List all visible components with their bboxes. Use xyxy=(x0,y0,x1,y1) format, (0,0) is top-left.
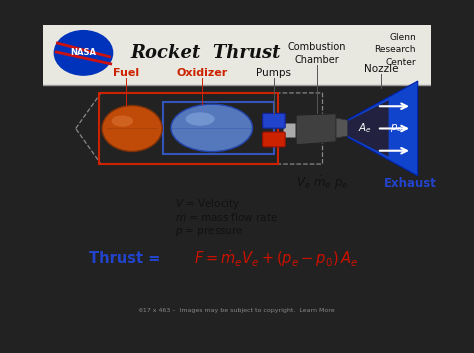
Text: $F = \dot{m}_e V_e + (p_e - p_0)\, A_e$: $F = \dot{m}_e V_e + (p_e - p_0)\, A_e$ xyxy=(194,249,358,269)
Text: Nozzle: Nozzle xyxy=(364,64,398,74)
Text: Combustion
Chamber: Combustion Chamber xyxy=(287,42,346,65)
Text: Thrust =: Thrust = xyxy=(89,251,166,267)
Text: $V_e\ \dot{m}_e\ p_e$: $V_e\ \dot{m}_e\ p_e$ xyxy=(296,175,348,192)
Polygon shape xyxy=(348,100,389,157)
Bar xyxy=(163,102,274,154)
Polygon shape xyxy=(296,114,336,145)
Text: 617 x 463 –  Images may be subject to copyright.  Learn More: 617 x 463 – Images may be subject to cop… xyxy=(139,309,335,313)
Text: NASA: NASA xyxy=(71,48,97,58)
Bar xyxy=(283,122,298,137)
Bar xyxy=(43,25,431,85)
Text: $p$ = pressure: $p$ = pressure xyxy=(175,225,244,238)
Ellipse shape xyxy=(171,104,253,152)
Text: Oxidizer: Oxidizer xyxy=(176,68,228,78)
Text: $p_o$: $p_o$ xyxy=(390,122,403,134)
Text: Exhaust: Exhaust xyxy=(383,177,437,190)
FancyBboxPatch shape xyxy=(263,113,285,128)
Ellipse shape xyxy=(185,112,215,126)
Ellipse shape xyxy=(112,115,133,127)
Bar xyxy=(99,93,278,164)
FancyBboxPatch shape xyxy=(263,132,285,147)
Text: $A_e$: $A_e$ xyxy=(358,121,372,136)
Text: Fuel: Fuel xyxy=(113,68,139,78)
Ellipse shape xyxy=(102,106,162,151)
Polygon shape xyxy=(336,118,348,138)
Text: Rocket  Thrust: Rocket Thrust xyxy=(131,44,281,62)
Text: Glenn
Research
Center: Glenn Research Center xyxy=(374,33,416,67)
Circle shape xyxy=(55,31,113,75)
Text: $\dot{m}$ = mass flow rate: $\dot{m}$ = mass flow rate xyxy=(175,211,278,224)
Polygon shape xyxy=(348,81,418,176)
Text: Pumps: Pumps xyxy=(256,68,292,78)
Text: $V$ = Velocity: $V$ = Velocity xyxy=(175,197,240,211)
